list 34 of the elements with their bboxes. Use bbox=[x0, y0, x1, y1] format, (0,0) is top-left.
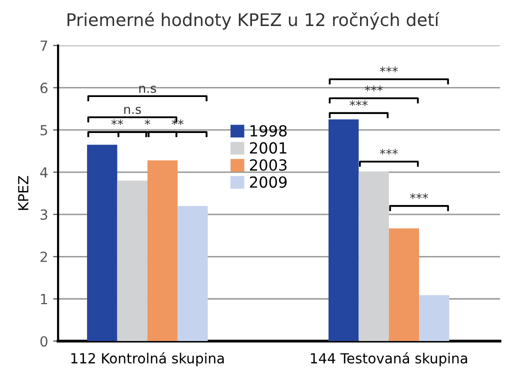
chart-title: Priemerné hodnoty KPEZ u 12 ročných detí bbox=[68, 12, 440, 30]
bar bbox=[358, 171, 389, 342]
annotation: ** bbox=[111, 119, 124, 126]
annotation: *** bbox=[380, 148, 398, 155]
y-axis-title: KPEZ bbox=[18, 176, 28, 210]
legend-label: 2001 bbox=[250, 142, 286, 154]
bar bbox=[388, 228, 420, 342]
annotation: ** bbox=[172, 119, 184, 126]
bar bbox=[147, 160, 178, 342]
annotation: *** bbox=[364, 86, 383, 92]
y-tick-label: 2 bbox=[40, 252, 47, 262]
y-tick-label: 3 bbox=[40, 209, 48, 220]
annotation: n.s bbox=[124, 106, 141, 114]
y-tick-label: 0 bbox=[40, 336, 48, 347]
x-tick-label: 112 Kontrolná skupina bbox=[71, 352, 224, 366]
legend-label: 2009 bbox=[250, 176, 287, 188]
annotation: *** bbox=[350, 100, 368, 106]
legend-label: 2003 bbox=[250, 159, 287, 171]
bar bbox=[178, 206, 208, 342]
y-tick-label: 4 bbox=[40, 167, 48, 178]
bar bbox=[419, 295, 450, 342]
y-tick-label: 1 bbox=[41, 294, 48, 304]
annotation: * bbox=[144, 119, 150, 126]
bar bbox=[328, 119, 359, 342]
annotation: n.s bbox=[139, 86, 156, 93]
annotation: *** bbox=[380, 66, 398, 72]
legend-label: 1998 bbox=[250, 125, 287, 137]
y-tick-label: 5 bbox=[40, 125, 48, 136]
bar bbox=[117, 180, 148, 342]
annotation: *** bbox=[410, 193, 428, 199]
y-tick-label: 7 bbox=[40, 40, 48, 51]
bar bbox=[87, 144, 118, 342]
y-tick-label: 6 bbox=[40, 82, 48, 94]
x-tick-label: 144 Testovaná skupina bbox=[310, 352, 468, 366]
